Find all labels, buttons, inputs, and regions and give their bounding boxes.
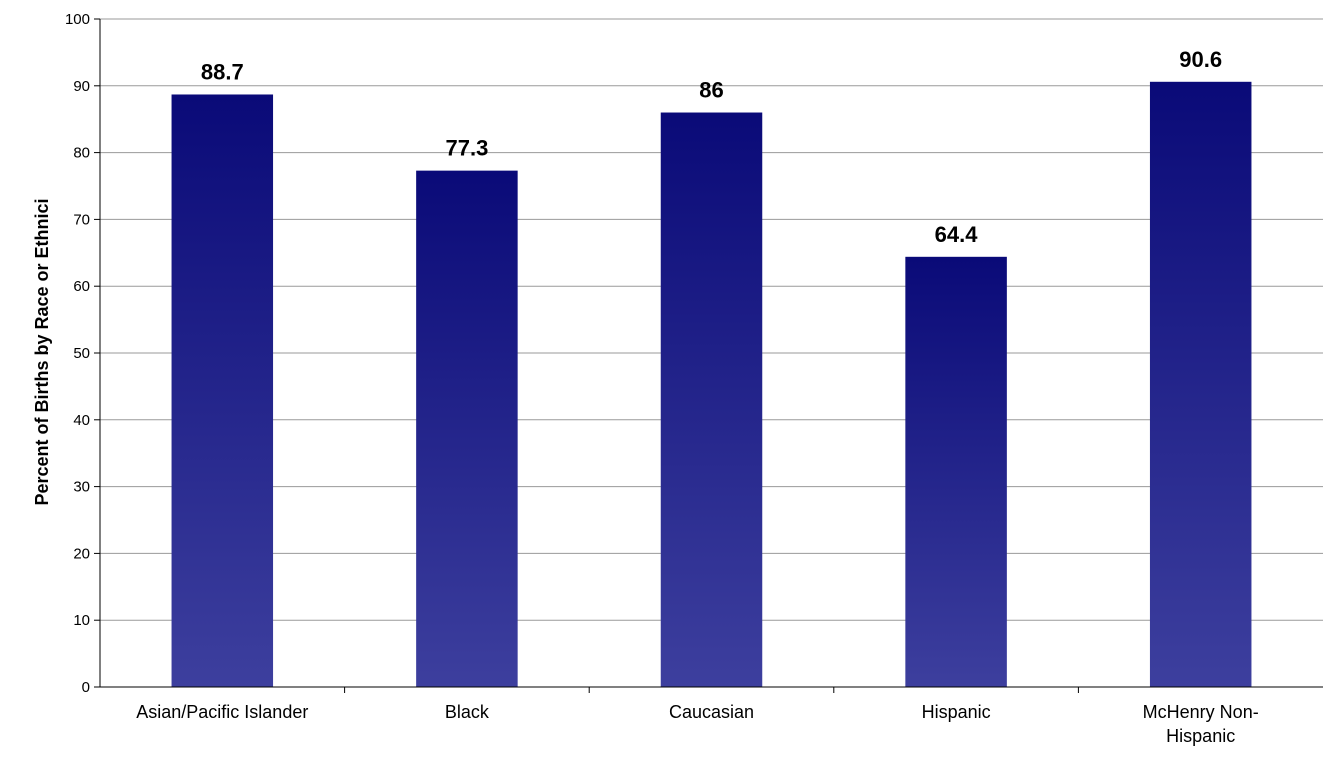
bar [905, 256, 1007, 687]
y-tick-label: 70 [73, 211, 90, 228]
bar [171, 94, 274, 687]
y-tick-label: 50 [73, 345, 90, 362]
y-tick-label: 80 [73, 145, 90, 162]
x-tick-label: McHenry Non- [1143, 702, 1259, 722]
y-axis-title: Percent of Births by Race or Ethnici [32, 198, 52, 505]
y-tick-label: 100 [65, 11, 90, 28]
y-tick-label: 0 [82, 679, 90, 696]
data-label: 90.6 [1179, 47, 1222, 72]
x-tick-label: Black [445, 702, 490, 722]
y-tick-label: 20 [73, 545, 90, 562]
data-label: 77.3 [445, 136, 488, 161]
bar [1149, 81, 1252, 688]
bar [660, 112, 763, 687]
data-label: 64.4 [935, 222, 979, 247]
data-label: 88.7 [201, 59, 244, 84]
labels: 88.7 Asian/Pacific Islander 77.3 Black 86 Cau… [136, 47, 1258, 746]
y-tick-label: 40 [73, 412, 90, 429]
x-tick-label: Hispanic [922, 702, 991, 722]
x-tick-label: Caucasian [669, 702, 754, 722]
data-label: 86 [699, 78, 723, 103]
y-tick-label: 30 [73, 479, 90, 496]
bars [171, 81, 1252, 688]
y-tick-label: 90 [73, 78, 90, 95]
bar [416, 170, 518, 688]
x-tick-label: Hispanic [1166, 726, 1235, 746]
y-tick-label: 60 [73, 278, 90, 295]
x-tick-label: Asian/Pacific Islander [136, 702, 308, 722]
axes: 0 10 20 30 40 50 60 70 80 90 100 [65, 11, 1323, 696]
y-tick-label: 10 [73, 612, 90, 629]
